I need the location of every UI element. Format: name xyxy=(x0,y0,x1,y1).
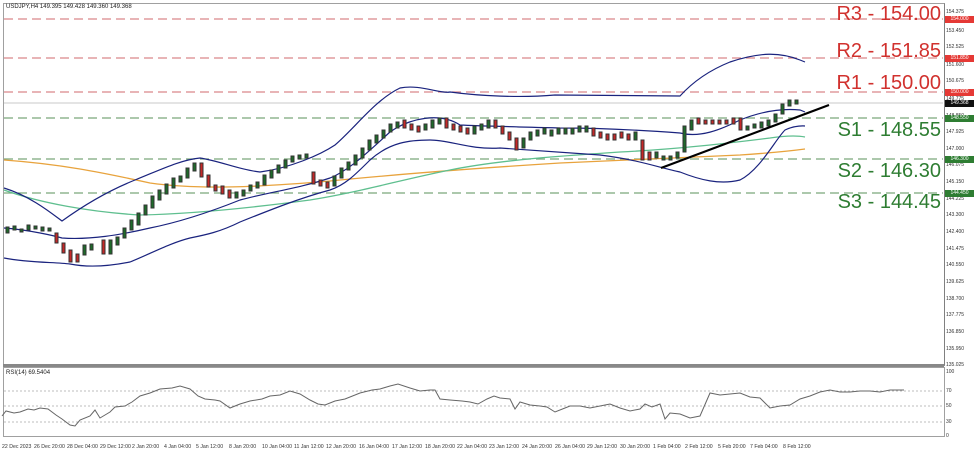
s2-level-label: S2 - 146.30 xyxy=(837,160,941,182)
price-tick: 139.625 xyxy=(946,279,965,285)
time-tick-label: 24 Jan 20:00 xyxy=(522,444,552,450)
level-lines xyxy=(4,18,943,194)
pane-separator[interactable] xyxy=(3,364,944,367)
rsi-value-label: RSI(14) 69.5404 xyxy=(6,370,51,376)
time-tick-label: 5 Jan 12:00 xyxy=(196,444,224,450)
price-tick: 154.375 xyxy=(946,9,965,15)
candlesticks xyxy=(5,99,799,263)
time-tick-label: 23 Jan 12:00 xyxy=(489,444,519,450)
time-tick-label: 4 Jan 04:00 xyxy=(164,444,192,450)
time-tick-label: 8 Jan 20:00 xyxy=(229,444,257,450)
time-tick-label: 7 Feb 04:00 xyxy=(750,444,778,450)
s3-price-tag: 144.450 xyxy=(945,190,974,197)
price-tick: 142.400 xyxy=(946,229,965,235)
time-tick-label: 22 Jan 04:00 xyxy=(457,444,487,450)
time-tick-label: 12 Jan 20:00 xyxy=(326,444,356,450)
time-tick-label: 22 Dec 2023 xyxy=(2,444,32,450)
price-tick: 147.925 xyxy=(946,129,965,135)
r1-price-tag: 150.000 xyxy=(945,89,974,96)
price-tick: 149.775 xyxy=(946,96,965,102)
price-tick: 151.600 xyxy=(946,62,965,68)
rsi-tick-50: 50 xyxy=(946,403,952,409)
rsi-tick-70: 70 xyxy=(946,388,952,394)
rsi-reference-lines xyxy=(4,390,943,423)
price-tick: 150.675 xyxy=(946,78,965,84)
price-tick: 147.000 xyxy=(946,146,965,152)
s1-price-tag: 148.550 xyxy=(945,115,974,122)
rsi-tick-0: 0 xyxy=(946,433,949,439)
price-tick: 144.225 xyxy=(946,196,965,202)
ascending-trendline xyxy=(660,103,830,170)
time-tick-label: 5 Feb 20:00 xyxy=(718,444,746,450)
time-tick-label: 8 Feb 12:00 xyxy=(783,444,811,450)
time-tick-label: 1 Feb 04:00 xyxy=(653,444,681,450)
rsi-tick-100: 100 xyxy=(946,369,955,375)
bollinger-upper xyxy=(3,53,806,222)
time-tick-label: 29 Jan 12:00 xyxy=(587,444,617,450)
price-tick: 141.475 xyxy=(946,246,965,252)
time-tick-label: 30 Jan 20:00 xyxy=(620,444,650,450)
price-tick: 135.950 xyxy=(946,346,965,352)
symbol-ohlc-label: USDJPY,H4 149.395 149.428 149.360 149.36… xyxy=(6,4,132,10)
r2-price-tag: 151.850 xyxy=(945,55,974,62)
ma-orange-line xyxy=(3,148,806,188)
time-tick-label: 11 Jan 12:00 xyxy=(294,444,324,450)
price-tick: 137.775 xyxy=(946,312,965,318)
price-tick: 145.150 xyxy=(946,179,965,185)
price-tick: 146.075 xyxy=(946,162,965,168)
s3-level-label: S3 - 144.45 xyxy=(837,191,941,213)
rsi-tick-30: 30 xyxy=(946,419,952,425)
price-tick: 143.300 xyxy=(946,212,965,218)
price-tick: 138.700 xyxy=(946,296,965,302)
r3-level-label: R3 - 154.00 xyxy=(836,3,941,25)
r1-level-label: R1 - 150.00 xyxy=(836,72,941,94)
r3-price-tag: 154.000 xyxy=(945,16,974,23)
rsi-indicator-pane[interactable] xyxy=(3,367,945,437)
price-tick: 152.525 xyxy=(946,44,965,50)
time-tick-label: 18 Jan 20:00 xyxy=(425,444,455,450)
time-tick-label: 2 Feb 12:00 xyxy=(685,444,713,450)
time-tick-label: 29 Dec 12:00 xyxy=(100,444,131,450)
time-tick-label: 2 Jan 20:00 xyxy=(132,444,160,450)
time-tick-label: 26 Dec 20:00 xyxy=(34,444,65,450)
r2-level-label: R2 - 151.85 xyxy=(836,40,941,62)
time-tick-label: 26 Jan 04:00 xyxy=(555,444,585,450)
bollinger-lower xyxy=(3,125,806,267)
price-tick: 135.025 xyxy=(946,362,965,368)
time-tick-label: 28 Dec 04:00 xyxy=(67,444,98,450)
time-tick-label: 10 Jan 04:00 xyxy=(262,444,292,450)
price-tick: 153.450 xyxy=(946,28,965,34)
time-tick-label: 16 Jan 04:00 xyxy=(359,444,389,450)
price-tick: 136.850 xyxy=(946,329,965,335)
s1-level-label: S1 - 148.55 xyxy=(837,119,941,141)
time-tick-label: 17 Jan 12:00 xyxy=(392,444,422,450)
rsi-line xyxy=(1,383,904,427)
price-tick: 140.550 xyxy=(946,262,965,268)
s2-price-tag: 146.300 xyxy=(945,156,974,163)
current-price-tag: 149.368 xyxy=(945,100,974,107)
